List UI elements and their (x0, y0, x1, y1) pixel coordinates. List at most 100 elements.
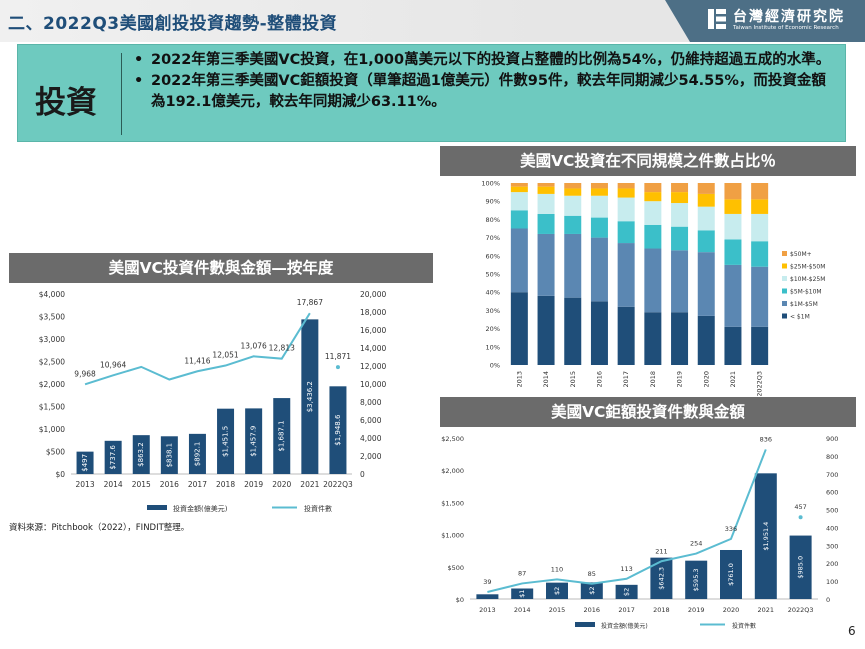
count-line (487, 449, 767, 593)
x-tick-label: 2013 (479, 606, 496, 614)
x-tick-label: 2017 (188, 480, 207, 489)
bar (546, 582, 568, 599)
stack-segment (751, 199, 769, 214)
tier-logo-icon (708, 9, 726, 29)
stack-segment (617, 306, 635, 365)
bar (188, 433, 206, 474)
y-tick-label: $1,500 (39, 403, 65, 412)
stack-segment (671, 183, 689, 193)
summary-divider (121, 53, 122, 135)
legend-swatch (782, 263, 787, 269)
x-tick-label: 2018 (653, 606, 670, 614)
stack-segment (697, 183, 715, 194)
stack-segment (617, 243, 635, 307)
x-tick-label: 2017 (618, 606, 635, 614)
count-label: 211 (655, 547, 667, 555)
legend-swatch (782, 276, 787, 281)
x-tick-label: 2016 (160, 480, 179, 489)
y2-tick-label: 0 (826, 596, 830, 604)
y2-tick-label: 800 (826, 453, 838, 461)
legend-label: 投資件數 (304, 504, 332, 513)
stack-segment (751, 266, 769, 327)
y2-tick-label: 6,000 (360, 416, 382, 425)
count-label: 9,968 (74, 369, 96, 378)
stack-segment (697, 252, 715, 316)
stack-segment (644, 224, 662, 249)
y2-tick-label: 18,000 (360, 308, 386, 317)
chart-size-share: 0% 10% 20% 30% 40% 50% 60% 70% 80% 90% 100% 2013 201… (481, 180, 825, 397)
bar (217, 408, 235, 474)
y-tick-label: 30% (486, 307, 500, 315)
stack-segment (671, 203, 689, 227)
y2-tick-label: 100 (826, 578, 838, 586)
count-label: 10,964 (100, 360, 126, 369)
count-label: 17,867 (297, 298, 323, 307)
legend-swatch (782, 288, 787, 294)
stack-segment (564, 183, 582, 189)
x-tick-label: 2021 (758, 606, 775, 614)
page-number: 6 (848, 624, 856, 638)
legend-label: 投資金額(億美元) (601, 622, 648, 630)
x-tick-label: 2017 (622, 371, 630, 388)
bar-value-label: $1,457.9 (250, 426, 258, 457)
y-tick-label: $3,000 (39, 335, 65, 344)
x-tick-label: 2016 (584, 606, 601, 614)
y-tick-label: $2,500 (39, 358, 65, 367)
x-tick-label: 2015 (132, 480, 151, 489)
count-line (84, 312, 311, 386)
y2-tick-label: 600 (826, 489, 838, 497)
stack-segment (590, 217, 608, 238)
stack-segment (644, 201, 662, 225)
legend-label: $50M+ (790, 251, 812, 258)
bar-value-label: $497 (81, 454, 89, 472)
count-label: 12,813 (269, 344, 295, 353)
y2-tick-label: 16,000 (360, 326, 386, 335)
bar-value-label: $761.0 (727, 563, 735, 586)
stack-segment (724, 199, 742, 214)
y2-tick-label: 300 (826, 542, 838, 550)
stack-segment (590, 195, 608, 218)
y-tick-label: $1,000 (441, 532, 464, 540)
y-tick-label: 10% (486, 343, 500, 351)
stack-segment (751, 241, 769, 267)
slide-header: 二、2022Q3美國創投投資趨勢-整體投資 台灣經濟研究院 Taiwan Ins… (0, 0, 865, 42)
y-tick-label: $4,000 (39, 290, 65, 299)
y2-tick-label: 700 (826, 471, 838, 479)
logo-name: 台灣經濟研究院 (733, 9, 845, 25)
stack-segment (510, 186, 528, 193)
x-tick-label: 2019 (688, 606, 705, 614)
stack-segment (671, 192, 689, 204)
y2-tick-label: 20,000 (360, 290, 386, 299)
stack-segment (510, 183, 528, 187)
y-tick-label: $1,500 (441, 499, 464, 507)
x-tick-label: 2014 (104, 480, 123, 489)
stack-segment (671, 226, 689, 251)
legend-label: 投資件數 (732, 622, 756, 630)
stack-segment (724, 326, 742, 365)
x-tick-label: 2022Q3 (756, 371, 764, 396)
x-tick-label: 2020 (723, 606, 740, 614)
stack-segment (537, 295, 555, 365)
summary-bullet: 2022年第三季美國VC鉅額投資（單筆超過1億美元）件數95件，較去年同期減少5… (134, 71, 839, 113)
stack-segment (510, 192, 528, 211)
bar-value-label: $642.3 (657, 567, 665, 590)
stack-segment (751, 183, 769, 200)
stack-segment (564, 195, 582, 216)
y-tick-label: 40% (486, 289, 500, 297)
bar-value-label: $1,948.6 (334, 414, 342, 446)
stack-segment (564, 233, 582, 298)
stack-segment (537, 186, 555, 194)
bar-value-label: $1,951.4 (762, 522, 770, 551)
stack-segment (537, 213, 555, 234)
bar (301, 319, 319, 474)
stack-segment (697, 206, 715, 231)
stack-segment (590, 237, 608, 302)
bar-value-label: $985.0 (797, 556, 805, 579)
stack-segment (724, 239, 742, 265)
x-tick-label: 2019 (676, 371, 684, 388)
y-tick-label: $0 (55, 470, 65, 479)
bar (685, 560, 708, 599)
chart-annual-vc: $0 $500 $1,000 $1,500 $2,000 $2,500 $3,000 $3,5… (39, 290, 387, 513)
y2-tick-label: 400 (826, 524, 838, 532)
stack-segment (617, 197, 635, 222)
